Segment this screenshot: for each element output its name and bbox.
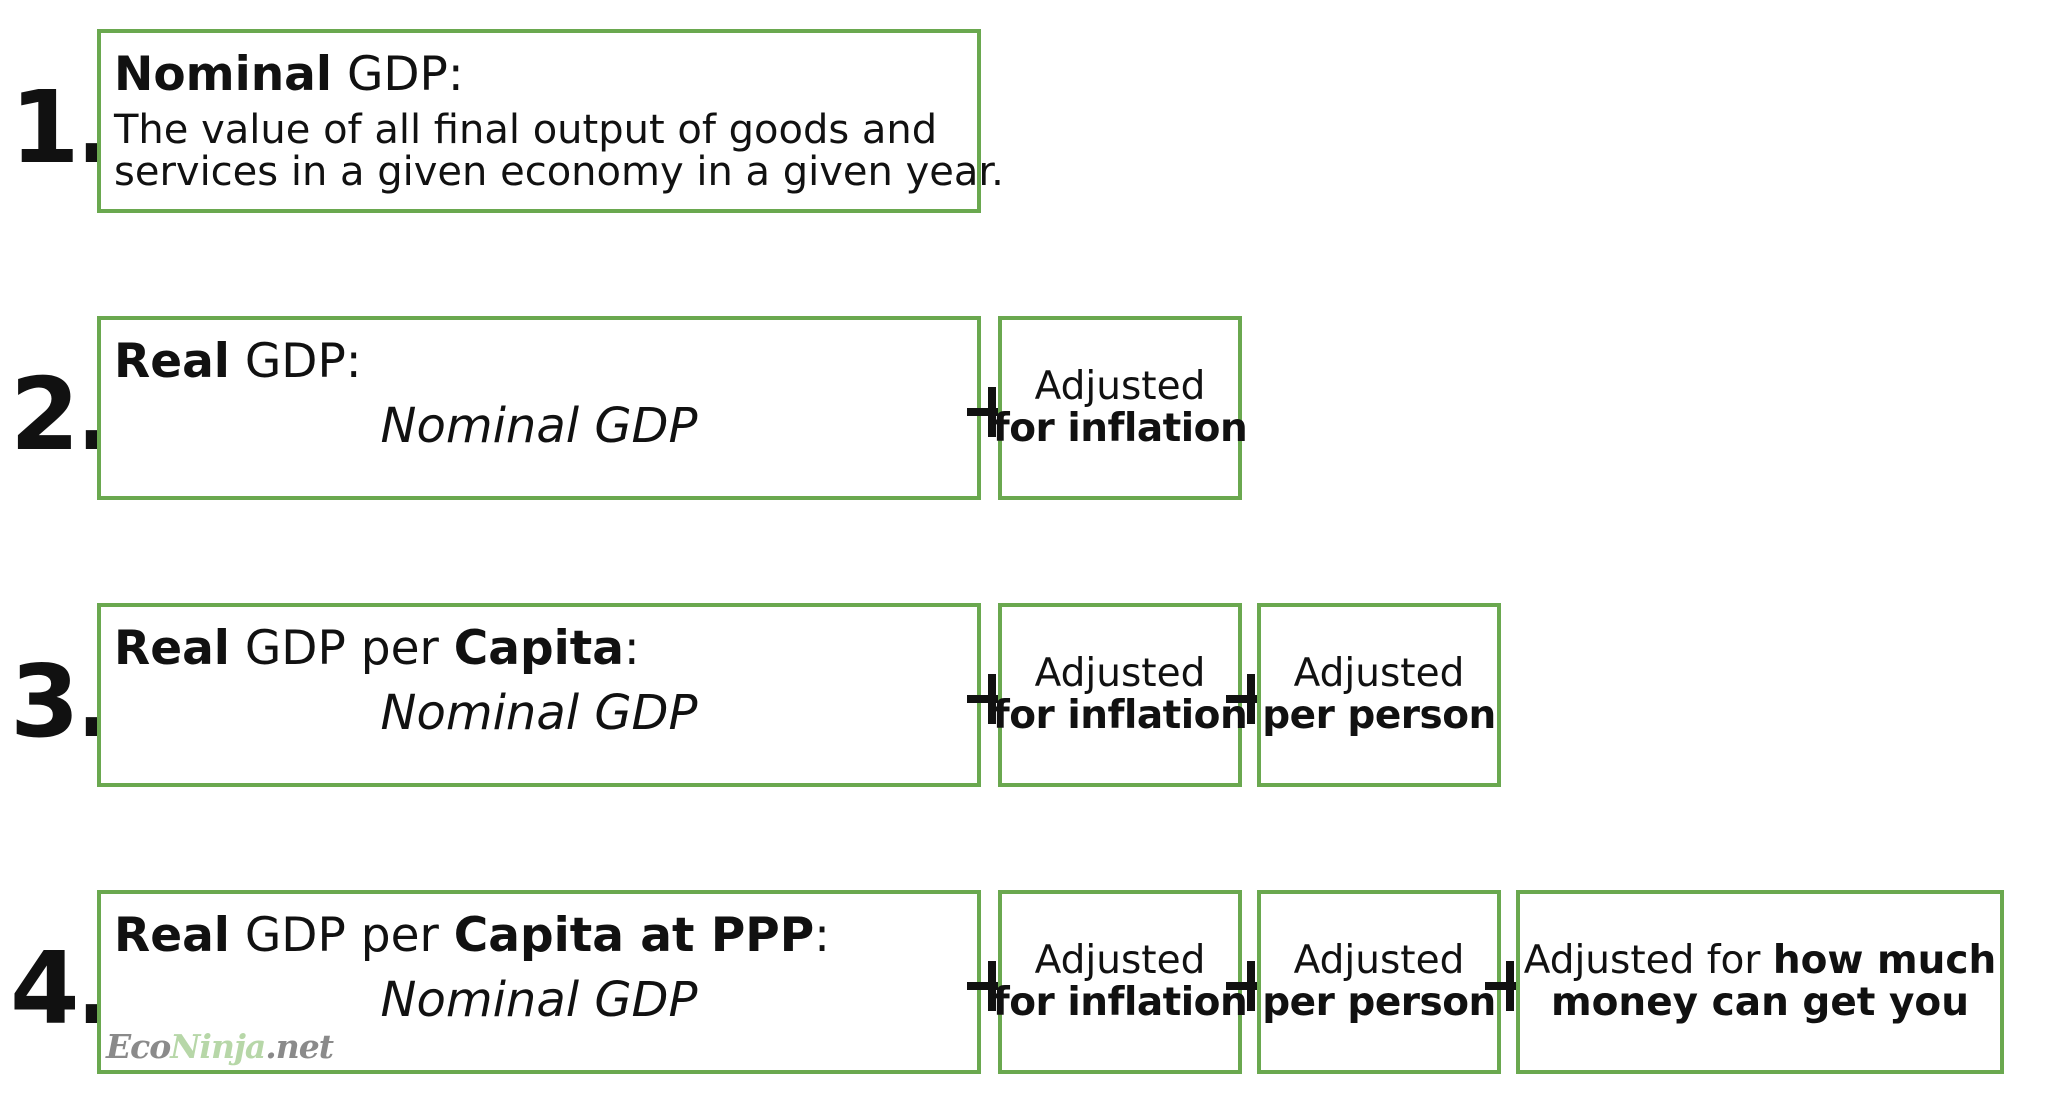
adjustment-line-1: Adjusted bbox=[1293, 651, 1465, 696]
adjustment-box-inflation: Adjusted for inflation bbox=[993, 603, 1248, 787]
title-rest: GDP: bbox=[229, 334, 362, 389]
formula-nominal-gdp: Nominal GDP bbox=[380, 398, 698, 454]
real-gdp-per-capita-title: Real GDP per Capita: bbox=[114, 625, 640, 672]
title-rest: GDP: bbox=[332, 47, 464, 102]
title-bold-2: Capita at PPP bbox=[453, 908, 815, 963]
title-bold-2: Capita bbox=[453, 621, 624, 676]
watermark-part-3: .net bbox=[265, 1027, 334, 1066]
real-gdp-per-capita-ppp-title: Real GDP per Capita at PPP: bbox=[114, 912, 830, 959]
title-mid: GDP per bbox=[229, 908, 454, 963]
adjustment-bold: how much bbox=[1772, 938, 1997, 983]
formula-nominal-gdp: Nominal GDP bbox=[380, 972, 698, 1028]
adjustment-line-2: per person bbox=[1262, 980, 1496, 1025]
step-number-4: 4. bbox=[10, 930, 114, 1047]
formula-nominal-gdp: Nominal GDP bbox=[380, 685, 698, 741]
adjustment-bold-line: money can get you bbox=[1551, 980, 1969, 1025]
adjustment-box-per-person: Adjusted per person bbox=[1257, 603, 1501, 787]
adjustment-line-2: for inflation bbox=[992, 980, 1248, 1025]
watermark-part-2: Ninja bbox=[170, 1027, 266, 1066]
plus-icon bbox=[967, 387, 1017, 437]
adjustment-line-1: Adjusted for how much bbox=[1524, 940, 1997, 982]
real-gdp-per-capita-ppp-box: Real GDP per Capita at PPP: Nominal GDP bbox=[97, 890, 981, 1074]
adjustment-line-2: for inflation bbox=[992, 406, 1248, 451]
plus-icon bbox=[1226, 674, 1276, 724]
plus-icon bbox=[967, 961, 1017, 1011]
title-bold: Real bbox=[114, 334, 230, 389]
plus-icon bbox=[1485, 961, 1535, 1011]
adjustment-line-2: money can get you bbox=[1551, 982, 1969, 1024]
adjustment-plain: Adjusted for bbox=[1523, 938, 1773, 983]
nominal-gdp-description: The value of all final output of goods a… bbox=[114, 109, 1004, 193]
watermark-part-1: Eco bbox=[106, 1027, 171, 1066]
nominal-gdp-title: Nominal GDP: bbox=[114, 51, 464, 98]
title-end: : bbox=[814, 908, 831, 963]
adjustment-line-1: Adjusted bbox=[1034, 938, 1206, 983]
nominal-gdp-box: Nominal GDP: The value of all final outp… bbox=[97, 29, 1004, 213]
plus-icon bbox=[1226, 961, 1276, 1011]
adjustment-box-per-person: Adjusted per person bbox=[1257, 890, 1501, 1074]
title-mid: GDP per bbox=[229, 621, 454, 676]
adjustment-box-inflation: Adjusted for inflation bbox=[993, 890, 1248, 1074]
real-gdp-title: Real GDP: bbox=[114, 338, 362, 385]
econinja-watermark: EcoNinja.net bbox=[106, 1027, 334, 1066]
adjustment-line-2: per person bbox=[1262, 693, 1496, 738]
adjustment-box-inflation: Adjusted for inflation bbox=[993, 316, 1248, 500]
step-number-3: 3. bbox=[10, 643, 114, 760]
plus-icon bbox=[967, 674, 1017, 724]
description-line-2: services in a given economy in a given y… bbox=[114, 149, 1004, 195]
adjustment-line-1: Adjusted bbox=[1034, 364, 1206, 409]
description-line-1: The value of all final output of goods a… bbox=[114, 107, 938, 153]
adjustment-line-1: Adjusted bbox=[1034, 651, 1206, 696]
step-number-2: 2. bbox=[10, 356, 114, 473]
real-gdp-per-capita-box: Real GDP per Capita: Nominal GDP bbox=[97, 603, 981, 787]
real-gdp-box: Real GDP: Nominal GDP bbox=[97, 316, 981, 500]
adjustment-line-1: Adjusted bbox=[1293, 938, 1465, 983]
title-bold: Real bbox=[114, 908, 230, 963]
adjustment-box-ppp: Adjusted for how much money can get you bbox=[1516, 890, 2004, 1074]
title-bold: Real bbox=[114, 621, 230, 676]
title-bold: Nominal bbox=[114, 47, 332, 102]
title-end: : bbox=[623, 621, 640, 676]
step-number-1: 1. bbox=[10, 69, 114, 186]
adjustment-line-2: for inflation bbox=[992, 693, 1248, 738]
